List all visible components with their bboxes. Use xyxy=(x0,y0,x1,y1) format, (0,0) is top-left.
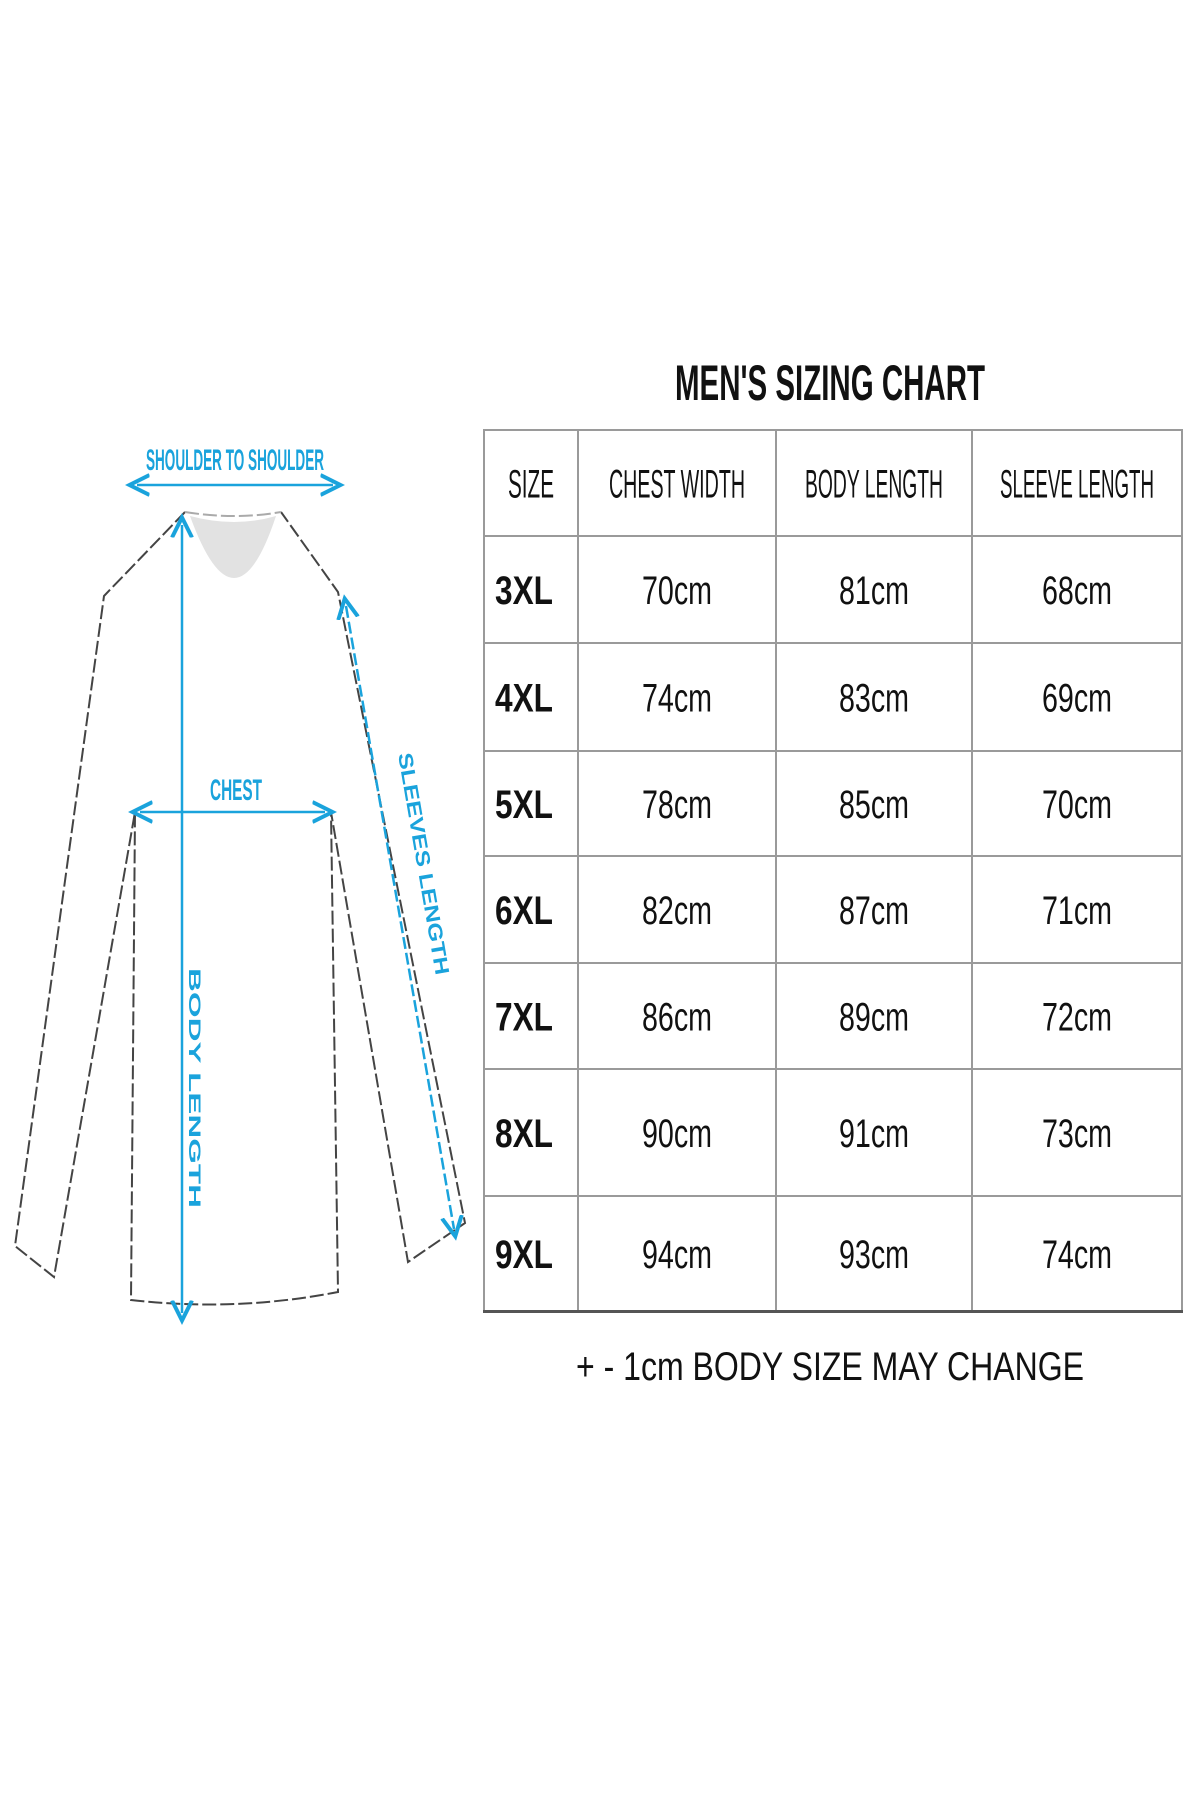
table-header-row: SIZE CHEST WIDTH BODY LENGTH SLEEVE LENGTH xyxy=(483,429,1183,537)
body-length-cell: 81cm xyxy=(775,535,973,644)
size-cell: 5XL xyxy=(483,750,579,857)
chest-width-cell: 86cm xyxy=(577,962,777,1070)
sleeve-length-cell-text: 74cm xyxy=(1042,1233,1112,1277)
sleeve-length-label: SLEEVES LENGTH xyxy=(393,751,453,976)
table-row: 6XL 82cm 87cm 71cm xyxy=(483,855,1183,964)
body-length-cell-text: 83cm xyxy=(839,676,909,720)
chart-title: MEN'S SIZING CHART xyxy=(675,355,985,411)
chest-width-cell: 70cm xyxy=(577,535,777,644)
body-length-cell-text: 93cm xyxy=(839,1233,909,1277)
table-row: 9XL 94cm 93cm 74cm xyxy=(483,1195,1183,1313)
chest-width-cell-text: 82cm xyxy=(642,889,712,933)
body-length-cell: 85cm xyxy=(775,750,973,857)
collar-inside xyxy=(190,516,276,578)
sleeve-length-cell-text: 71cm xyxy=(1042,889,1112,933)
body-length-cell-text: 91cm xyxy=(839,1112,909,1156)
size-cell: 6XL xyxy=(483,855,579,964)
header-chest-width: CHEST WIDTH xyxy=(577,429,777,537)
table-row: 7XL 86cm 89cm 72cm xyxy=(483,962,1183,1070)
size-cell-text: 4XL xyxy=(495,676,553,720)
sleeve-length-cell: 74cm xyxy=(971,1195,1183,1313)
header-sleeve-length-text: SLEEVE LENGTH xyxy=(1000,462,1154,506)
chest-width-cell-text: 94cm xyxy=(642,1233,712,1277)
sleeve-length-cell: 69cm xyxy=(971,642,1183,752)
shirt-diagram: SHOULDER TO SHOULDER CHEST BODY LENGTH S… xyxy=(13,444,467,1400)
sleeve-length-cell-text: 70cm xyxy=(1042,783,1112,827)
chest-width-cell: 94cm xyxy=(577,1195,777,1313)
header-body-length-text: BODY LENGTH xyxy=(805,462,943,506)
size-cell: 4XL xyxy=(483,642,579,752)
size-cell: 9XL xyxy=(483,1195,579,1313)
size-cell: 3XL xyxy=(483,535,579,644)
sleeve-length-cell-text: 69cm xyxy=(1042,676,1112,720)
body-length-cell-text: 85cm xyxy=(839,783,909,827)
chart-title-text: MEN'S SIZING CHART xyxy=(675,355,985,411)
shirt-outline xyxy=(13,511,467,1306)
sleeve-length-cell: 68cm xyxy=(971,535,1183,644)
size-note: + - 1cm BODY SIZE MAY CHANGE xyxy=(576,1345,1084,1389)
chest-width-cell-text: 74cm xyxy=(642,676,712,720)
sleeve-length-cell-text: 68cm xyxy=(1042,569,1112,613)
size-cell: 7XL xyxy=(483,962,579,1070)
body-length-cell-text: 87cm xyxy=(839,889,909,933)
header-chest-width-text: CHEST WIDTH xyxy=(609,462,745,506)
size-cell: 8XL xyxy=(483,1068,579,1197)
body-length-label: BODY LENGTH xyxy=(185,968,204,1208)
table-row: 8XL 90cm 91cm 73cm xyxy=(483,1068,1183,1197)
chest-label: CHEST xyxy=(210,774,262,807)
size-cell-text: 7XL xyxy=(495,995,553,1039)
chest-width-cell: 82cm xyxy=(577,855,777,964)
sleeve-length-cell: 70cm xyxy=(971,750,1183,857)
chest-width-cell-text: 86cm xyxy=(642,995,712,1039)
body-length-cell: 93cm xyxy=(775,1195,973,1313)
size-table: SIZE CHEST WIDTH BODY LENGTH SLEEVE LENGTH 3… xyxy=(483,429,1183,1313)
body-length-cell: 91cm xyxy=(775,1068,973,1197)
size-cell-text: 6XL xyxy=(495,889,553,933)
body-length-cell: 89cm xyxy=(775,962,973,1070)
chest-width-cell-text: 90cm xyxy=(642,1112,712,1156)
chest-width-cell: 90cm xyxy=(577,1068,777,1197)
size-cell-text: 3XL xyxy=(495,569,553,613)
table-row: 4XL 74cm 83cm 69cm xyxy=(483,642,1183,752)
size-cell-text: 9XL xyxy=(495,1233,553,1277)
header-sleeve-length: SLEEVE LENGTH xyxy=(971,429,1183,537)
header-body-length: BODY LENGTH xyxy=(775,429,973,537)
chest-width-cell: 78cm xyxy=(577,750,777,857)
size-cell-text: 8XL xyxy=(495,1112,553,1156)
chest-width-cell: 74cm xyxy=(577,642,777,752)
sleeve-length-arrow xyxy=(346,606,454,1229)
chest-width-cell-text: 78cm xyxy=(642,783,712,827)
table-row: 5XL 78cm 85cm 70cm xyxy=(483,750,1183,857)
header-size: SIZE xyxy=(483,429,579,537)
table-row: 3XL 70cm 81cm 68cm xyxy=(483,535,1183,644)
sleeve-length-cell-text: 72cm xyxy=(1042,995,1112,1039)
sleeve-length-cell-text: 73cm xyxy=(1042,1112,1112,1156)
chest-width-cell-text: 70cm xyxy=(642,569,712,613)
size-cell-text: 5XL xyxy=(495,783,553,827)
size-note-text: + - 1cm BODY SIZE MAY CHANGE xyxy=(576,1345,1084,1389)
sleeve-length-cell: 73cm xyxy=(971,1068,1183,1197)
body-length-cell-text: 81cm xyxy=(839,569,909,613)
body-length-cell: 87cm xyxy=(775,855,973,964)
body-length-cell: 83cm xyxy=(775,642,973,752)
sleeve-length-cell: 71cm xyxy=(971,855,1183,964)
shoulder-label: SHOULDER TO SHOULDER xyxy=(146,444,324,477)
header-size-text: SIZE xyxy=(508,462,554,506)
sleeve-length-cell: 72cm xyxy=(971,962,1183,1070)
body-length-cell-text: 89cm xyxy=(839,995,909,1039)
